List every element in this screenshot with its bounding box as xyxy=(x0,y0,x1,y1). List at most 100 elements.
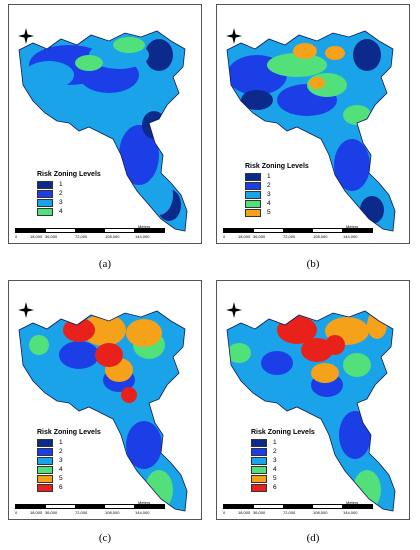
legend-item: 3 xyxy=(37,198,101,207)
scale-tick-label: 0 xyxy=(223,510,226,515)
risk-zone-region xyxy=(339,411,371,459)
scale-tick-label: 36,000 xyxy=(45,510,58,515)
risk-map-d xyxy=(226,310,396,512)
scale-labels: 0 18,000 36,000 72,000 108,000 144,000 Meters xyxy=(223,224,373,239)
risk-zone-region xyxy=(311,363,339,383)
legend-item: 6 xyxy=(251,483,315,492)
legend-item: 2 xyxy=(37,447,101,456)
risk-map-c xyxy=(18,310,188,512)
scale-tick-label: 72,000 xyxy=(283,510,296,515)
legend-item: 4 xyxy=(245,199,309,208)
legend-swatch xyxy=(245,181,261,190)
legend-label: 6 xyxy=(59,484,63,491)
legend-swatch xyxy=(37,474,53,483)
legend-swatch xyxy=(37,483,53,492)
scale-tick-label: 18,000 xyxy=(30,510,43,515)
legend-label: 3 xyxy=(59,457,63,464)
legend-title: Risk Zoning Levels xyxy=(245,163,309,170)
legend-label: 1 xyxy=(59,181,63,188)
scale-bar: 0 18,000 36,000 72,000 108,000 144,000 Meters xyxy=(15,224,165,239)
risk-zone-region xyxy=(301,338,333,362)
scale-tick-label: 0 xyxy=(223,234,226,239)
scale-tick-label: 108,000 xyxy=(313,510,328,515)
scale-tick-label: 18,000 xyxy=(30,234,43,239)
scale-labels: 0 18,000 36,000 72,000 108,000 144,000 Meters xyxy=(223,500,373,515)
legend-item: 5 xyxy=(245,208,309,217)
study-area-outline xyxy=(18,30,188,232)
legend-label: 1 xyxy=(59,439,63,446)
legend-label: 4 xyxy=(267,200,271,207)
risk-zone-region xyxy=(82,314,126,346)
risk-zone-region xyxy=(227,343,251,363)
legend-swatch xyxy=(251,483,267,492)
risk-map-a xyxy=(18,30,188,232)
study-area-outline xyxy=(226,310,396,512)
legend-label: 6 xyxy=(273,484,277,491)
scale-labels: 0 18,000 36,000 72,000 108,000 144,000 Meters xyxy=(15,500,165,515)
legend-item: 4 xyxy=(251,465,315,474)
legend-label: 2 xyxy=(273,448,277,455)
caption-a: (a) xyxy=(98,258,112,270)
legend-swatch xyxy=(37,207,53,216)
risk-zone-region xyxy=(24,61,74,89)
risk-zone-region xyxy=(59,341,99,369)
risk-zone-region xyxy=(353,39,381,71)
risk-zone-region xyxy=(63,318,95,342)
risk-zone-region xyxy=(343,105,371,125)
map-panel-d: Risk Zoning Levels 1 2 3 4 5 6 0 18,000 36,000 7… xyxy=(216,280,410,520)
map-panel-a: Risk Zoning Levels 1 2 3 4 0 18,000 36,000 72,… xyxy=(8,4,202,244)
risk-zone-region xyxy=(145,175,173,215)
scale-tick-label: 36,000 xyxy=(253,234,266,239)
scale-unit-label: Meters xyxy=(138,224,151,229)
risk-zone-region xyxy=(241,90,273,110)
legend-swatch xyxy=(37,180,53,189)
legend-title: Risk Zoning Levels xyxy=(37,429,101,436)
study-area-outline xyxy=(18,310,188,512)
legend-title: Risk Zoning Levels xyxy=(37,171,101,178)
legend-label: 3 xyxy=(59,199,63,206)
legend-swatch xyxy=(251,456,267,465)
risk-map-b xyxy=(226,30,396,232)
risk-zone-region xyxy=(360,196,384,224)
legend-label: 2 xyxy=(267,182,271,189)
risk-zone-region xyxy=(29,335,49,355)
legend-label: 5 xyxy=(273,475,277,482)
scale-tick-label: 144,000 xyxy=(343,510,358,515)
scale-tick-label: 72,000 xyxy=(75,234,88,239)
scale-tick-label: 72,000 xyxy=(283,234,296,239)
scale-labels: 0 18,000 36,000 72,000 108,000 144,000 Meters xyxy=(15,224,165,239)
legend-rows: 1 2 3 4 5 6 xyxy=(251,438,315,492)
legend-swatch xyxy=(251,438,267,447)
legend-rows: 1 2 3 4 5 xyxy=(245,172,309,217)
legend-swatch xyxy=(245,190,261,199)
risk-zone-region xyxy=(75,55,103,71)
scale-tick-label: 0 xyxy=(15,234,18,239)
legend-item: 5 xyxy=(37,474,101,483)
scale-tick-label: 36,000 xyxy=(253,510,266,515)
legend-swatch xyxy=(37,198,53,207)
risk-zone-region xyxy=(142,111,166,139)
legend-swatch xyxy=(245,199,261,208)
legend-item: 4 xyxy=(37,465,101,474)
legend-label: 4 xyxy=(59,208,63,215)
scale-bar: 0 18,000 36,000 72,000 108,000 144,000 Meters xyxy=(223,224,373,239)
caption-b: (b) xyxy=(306,258,320,270)
risk-zone-region xyxy=(95,343,123,367)
legend-rows: 1 2 3 4 5 6 xyxy=(37,438,101,492)
risk-zone-region xyxy=(325,46,345,60)
risk-zone-region xyxy=(293,43,317,59)
caption-d: (d) xyxy=(306,532,320,544)
risk-zone-region xyxy=(367,311,387,339)
risk-zone-region xyxy=(343,353,371,377)
study-area-outline xyxy=(226,30,396,232)
scale-tick-label: 18,000 xyxy=(238,510,251,515)
legend-item: 3 xyxy=(251,456,315,465)
risk-zone-region xyxy=(126,421,162,469)
legend-label: 2 xyxy=(59,448,63,455)
risk-zone-region xyxy=(113,37,145,53)
legend-swatch xyxy=(251,474,267,483)
legend-item: 1 xyxy=(37,438,101,447)
scale-tick-label: 18,000 xyxy=(238,234,251,239)
legend-swatch xyxy=(37,438,53,447)
legend: Risk Zoning Levels 1 2 3 4 5 xyxy=(245,163,309,217)
